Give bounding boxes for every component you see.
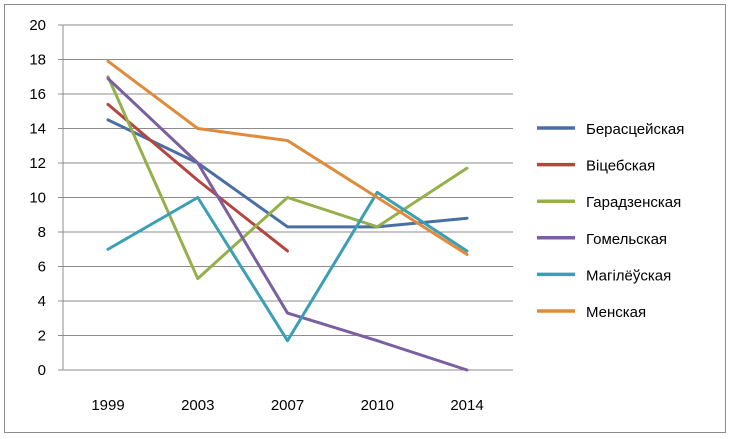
y-tick-label: 18 [29,52,46,69]
axes [58,24,513,371]
y-tick-label: 20 [29,17,46,34]
series-line-2 [106,102,289,253]
series-line-5 [106,190,469,343]
legend-label: Магілёўская [586,267,671,284]
legend-label: Берасцейская [586,121,684,138]
series-line-3 [106,75,469,281]
y-tick-label: 12 [29,155,46,172]
x-tick-labels: 1999 2003 2007 2010 2014 [91,397,483,414]
legend-label: Гомельская [586,231,667,248]
y-tick-label: 10 [29,190,46,207]
series-lines [106,59,469,372]
series-line-1 [106,118,469,229]
gridlines [63,24,513,336]
y-tick-label: 16 [29,86,46,103]
y-tick-label: 6 [38,259,46,276]
x-tick-label: 2014 [450,397,483,414]
legend: Берасцейская Віцебская Гарадзенская Гомельс… [537,121,684,321]
chart-frame [4,4,726,433]
legend-label: Менская [586,304,646,321]
y-tick-label: 8 [38,224,46,241]
x-tick-label: 2003 [181,397,214,414]
y-tick-label: 4 [38,293,46,310]
x-tick-label: 1999 [91,397,124,414]
legend-label: Гарадзенская [586,194,681,211]
y-tick-label: 14 [29,121,46,138]
y-tick-label: 0 [38,362,46,379]
series-line-6 [106,59,469,256]
x-tick-label: 2007 [271,397,304,414]
y-tick-label: 2 [38,328,46,345]
y-tick-labels: 0 2 4 6 8 10 12 14 16 18 20 [29,17,46,379]
x-tick-label: 2010 [361,397,394,414]
legend-label: Віцебская [586,158,655,175]
series-line-4 [106,76,469,372]
